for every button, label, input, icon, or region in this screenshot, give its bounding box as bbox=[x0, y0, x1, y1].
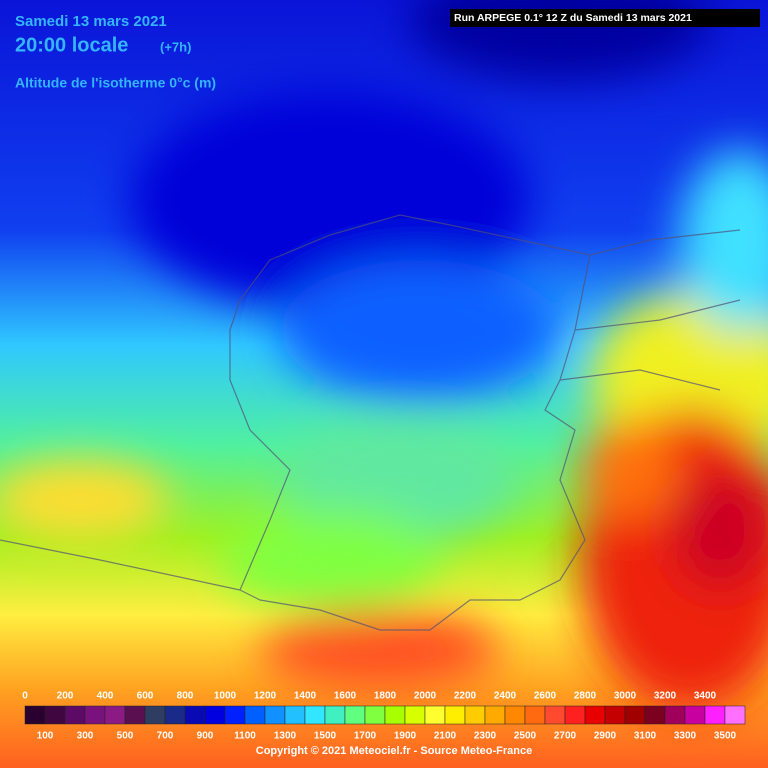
legend-label: 1700 bbox=[354, 731, 377, 742]
variable: Altitude de l'isotherme 0°c (m) bbox=[15, 75, 216, 91]
legend-swatch bbox=[264, 705, 286, 725]
legend-swatch bbox=[504, 705, 526, 725]
legend-label: 1900 bbox=[394, 731, 417, 742]
legend-swatch bbox=[84, 705, 106, 725]
legend-swatch bbox=[324, 705, 346, 725]
legend-swatch bbox=[144, 705, 166, 725]
legend-label: 200 bbox=[57, 691, 74, 702]
legend-swatch bbox=[244, 705, 266, 725]
legend-label: 2000 bbox=[414, 691, 437, 702]
copyright: Copyright © 2021 Meteociel.fr - Source M… bbox=[256, 745, 532, 757]
legend-label: 3500 bbox=[714, 731, 737, 742]
legend-label: 1100 bbox=[234, 731, 256, 742]
legend-label: 900 bbox=[197, 731, 214, 742]
legend-label: 1400 bbox=[294, 691, 317, 702]
legend-swatch bbox=[544, 705, 566, 725]
legend-swatch bbox=[344, 705, 366, 725]
legend-label: 1800 bbox=[374, 691, 397, 702]
legend-label: 800 bbox=[177, 691, 194, 702]
legend-swatch bbox=[444, 705, 466, 725]
legend-label: 500 bbox=[117, 731, 134, 742]
legend-label: 3100 bbox=[634, 731, 657, 742]
legend-swatch bbox=[24, 705, 46, 725]
date: Samedi 13 mars 2021 bbox=[15, 13, 167, 30]
time-offset: (+7h) bbox=[160, 39, 191, 54]
legend-swatch bbox=[124, 705, 146, 725]
legend-label: 2300 bbox=[474, 731, 497, 742]
legend-label: 2500 bbox=[514, 731, 537, 742]
legend-swatch bbox=[424, 705, 446, 725]
legend-swatch bbox=[524, 705, 546, 725]
legend-label: 3000 bbox=[614, 691, 637, 702]
legend-swatch bbox=[484, 705, 506, 725]
legend-swatch bbox=[404, 705, 426, 725]
legend-swatch bbox=[164, 705, 186, 725]
legend-label: 100 bbox=[37, 731, 54, 742]
legend-label: 2700 bbox=[554, 731, 577, 742]
legend-swatch bbox=[284, 705, 306, 725]
legend-label: 2200 bbox=[454, 691, 477, 702]
legend-label: 1500 bbox=[314, 731, 337, 742]
legend-label: 1600 bbox=[334, 691, 357, 702]
legend-swatch bbox=[564, 705, 586, 725]
run-info: Run ARPEGE 0.1° 12 Z du Samedi 13 mars 2… bbox=[454, 12, 692, 24]
legend-label: 700 bbox=[157, 731, 174, 742]
legend-label: 0 bbox=[22, 691, 28, 702]
legend-swatch bbox=[684, 705, 706, 725]
legend-swatch bbox=[704, 705, 726, 725]
time: 20:00 locale bbox=[15, 34, 128, 56]
legend-label: 2800 bbox=[574, 691, 597, 702]
legend: 0 100 200 300 400 500 600 700 800 900 1000 1100 1200… bbox=[22, 691, 746, 742]
legend-swatch bbox=[304, 705, 326, 725]
legend-swatch bbox=[224, 705, 246, 725]
legend-swatch bbox=[624, 705, 646, 725]
legend-swatch bbox=[364, 705, 386, 725]
legend-label: 400 bbox=[97, 691, 114, 702]
legend-swatch bbox=[724, 705, 746, 725]
legend-label: 1000 bbox=[214, 691, 237, 702]
legend-swatch bbox=[664, 705, 686, 725]
legend-swatch bbox=[44, 705, 66, 725]
legend-label: 600 bbox=[137, 691, 154, 702]
legend-label: 2900 bbox=[594, 731, 617, 742]
legend-label: 3200 bbox=[654, 691, 677, 702]
legend-swatch bbox=[184, 705, 206, 725]
legend-label: 300 bbox=[77, 731, 94, 742]
legend-label: 1300 bbox=[274, 731, 297, 742]
legend-label: 3300 bbox=[674, 731, 697, 742]
run-info-box bbox=[450, 9, 760, 27]
legend-swatch bbox=[204, 705, 226, 725]
legend-swatch bbox=[384, 705, 406, 725]
legend-swatch bbox=[104, 705, 126, 725]
legend-swatch bbox=[584, 705, 606, 725]
legend-label: 1200 bbox=[254, 691, 277, 702]
legend-label: 2600 bbox=[534, 691, 557, 702]
legend-swatch bbox=[464, 705, 486, 725]
borders bbox=[0, 214, 741, 631]
legend-swatch bbox=[644, 705, 666, 725]
legend-swatch bbox=[64, 705, 86, 725]
legend-label: 3400 bbox=[694, 691, 717, 702]
legend-label: 2400 bbox=[494, 691, 517, 702]
legend-swatch bbox=[604, 705, 626, 725]
legend-label: 2100 bbox=[434, 731, 457, 742]
